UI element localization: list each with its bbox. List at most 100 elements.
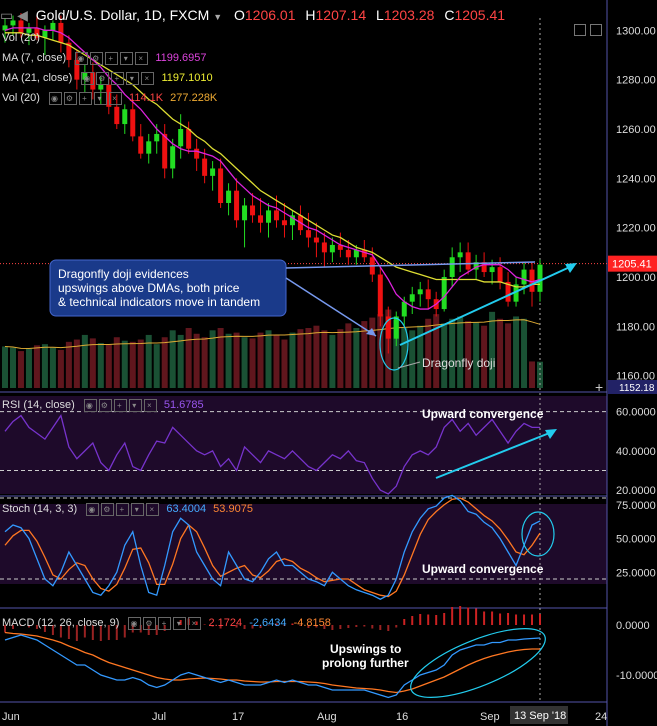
add-icon[interactable]: + xyxy=(78,92,92,105)
candle-body xyxy=(130,109,136,137)
candle-body xyxy=(82,72,88,80)
volume-bar xyxy=(113,337,120,388)
chevron-left-icon[interactable]: ◀ xyxy=(17,7,28,23)
candle-body xyxy=(281,220,287,226)
ma21-label[interactable]: MA (21, close) xyxy=(2,72,73,84)
more-icon[interactable]: ▾ xyxy=(173,617,187,630)
eye-icon[interactable]: ◉ xyxy=(86,503,100,516)
stoch-value-1: 63.4004 xyxy=(166,503,207,515)
eye-icon[interactable]: ◉ xyxy=(81,72,95,85)
symbol-label[interactable]: Gold/U.S. Dollar, 1D, FXCM xyxy=(35,7,210,23)
add-icon[interactable]: + xyxy=(111,72,125,85)
add-icon[interactable]: + xyxy=(116,503,130,516)
ma7-label[interactable]: MA (7, close) xyxy=(2,52,67,64)
volume-bar xyxy=(105,344,112,388)
candle-body xyxy=(465,252,471,270)
more-icon[interactable]: ▾ xyxy=(120,52,134,65)
volume-bar xyxy=(313,325,320,388)
x-tick-label: Aug xyxy=(317,711,337,723)
vol-label[interactable]: Vol (20) xyxy=(2,92,40,104)
current-date-badge-text: 13 Sep '18 xyxy=(514,710,566,722)
more-icon[interactable]: ▾ xyxy=(128,399,142,412)
settings-icon[interactable]: ⚙ xyxy=(143,617,157,630)
close-icon[interactable]: × xyxy=(146,503,160,516)
price-trend-arrow xyxy=(399,265,573,346)
volume-bar xyxy=(201,337,208,388)
open-label: O xyxy=(234,7,245,23)
candle-body xyxy=(321,242,327,253)
close-label: C xyxy=(444,7,455,23)
candle-body xyxy=(329,244,335,253)
candle-body xyxy=(218,168,224,203)
low-price-badge-text: 1152.18 xyxy=(619,383,655,394)
volume-bar xyxy=(169,330,176,388)
pane-restore-button[interactable] xyxy=(574,24,586,36)
macd-controls[interactable]: ◉ ⚙ + ▾ × xyxy=(128,617,203,630)
stoch-label[interactable]: Stoch (14, 3, 3) xyxy=(2,503,78,515)
volume-bar xyxy=(233,332,240,388)
more-icon[interactable]: ▾ xyxy=(93,92,107,105)
close-icon[interactable]: × xyxy=(108,92,122,105)
add-icon[interactable]: + xyxy=(158,617,172,630)
ma21-controls[interactable]: ◉ ⚙ + ▾ × xyxy=(81,72,156,85)
close-icon[interactable]: × xyxy=(135,52,149,65)
rsi-label[interactable]: RSI (14, close) xyxy=(2,399,75,411)
stoch-controls[interactable]: ◉ ⚙ + ▾ × xyxy=(86,503,161,516)
vol-legend: Vol (20) ◉ ⚙ + ▾ × 114.1K 277.228K xyxy=(2,92,217,105)
add-icon[interactable]: + xyxy=(105,52,119,65)
candle-body xyxy=(345,249,351,258)
price-tick-label: 1240.00 xyxy=(616,173,656,185)
high-label: H xyxy=(305,7,316,23)
rsi-controls[interactable]: ◉ ⚙ + ▾ × xyxy=(83,399,159,412)
callout-arrowhead xyxy=(366,328,376,336)
vol-value-1: 114.1K xyxy=(129,92,164,104)
settings-icon[interactable]: ⚙ xyxy=(98,399,112,412)
candle-body xyxy=(210,168,216,176)
candle-body xyxy=(473,262,479,270)
more-icon[interactable]: ▾ xyxy=(131,503,145,516)
macd-label[interactable]: MACD (12, 26, close, 9) xyxy=(2,617,120,629)
candle-body xyxy=(114,106,120,125)
candle-body xyxy=(266,210,272,223)
add-icon[interactable]: + xyxy=(113,399,127,412)
close-icon[interactable]: × xyxy=(143,399,157,412)
last-price-badge xyxy=(608,255,657,272)
pane-maximize-button[interactable] xyxy=(590,24,602,36)
candle-body xyxy=(313,237,319,243)
ma7-controls[interactable]: ◉ ⚙ + ▾ × xyxy=(75,52,150,65)
candle-body xyxy=(521,269,527,285)
collapse-icon[interactable]: ▭ xyxy=(0,7,14,23)
volume-bar xyxy=(121,340,128,388)
volume-bar xyxy=(25,348,32,388)
settings-icon[interactable]: ⚙ xyxy=(96,72,110,85)
x-tick-label: 17 xyxy=(232,711,244,723)
volume-bar xyxy=(529,361,536,388)
volume-bar xyxy=(465,321,472,388)
volume-bar xyxy=(521,318,528,388)
price-trend-arrowhead xyxy=(565,263,577,273)
eye-icon[interactable]: ◉ xyxy=(48,92,62,105)
settings-icon[interactable]: ⚙ xyxy=(101,503,115,516)
candle-body xyxy=(273,210,279,221)
eye-icon[interactable]: ◉ xyxy=(75,52,89,65)
chevron-down-icon[interactable]: ▼ xyxy=(213,12,223,22)
candle-body xyxy=(186,129,192,149)
volume-bar xyxy=(289,332,296,388)
eye-icon[interactable]: ◉ xyxy=(128,617,142,630)
volume-bar xyxy=(209,330,216,388)
close-icon[interactable]: × xyxy=(188,617,202,630)
candle-body xyxy=(305,230,311,238)
more-icon[interactable]: ▾ xyxy=(126,72,140,85)
eye-icon[interactable]: ◉ xyxy=(83,399,97,412)
settings-icon[interactable]: ⚙ xyxy=(90,52,104,65)
volume-bar xyxy=(49,347,56,388)
vol-controls[interactable]: ◉ ⚙ + ▾ × xyxy=(48,92,124,105)
open-value: 1206.01 xyxy=(244,7,296,23)
price-tick-label: 1300.00 xyxy=(616,25,656,37)
volume-bar xyxy=(17,351,24,388)
candle-body xyxy=(66,42,72,60)
candle-body xyxy=(42,30,48,38)
settings-icon[interactable]: ⚙ xyxy=(63,92,77,105)
close-icon[interactable]: × xyxy=(141,72,155,85)
candle-body xyxy=(457,252,463,258)
